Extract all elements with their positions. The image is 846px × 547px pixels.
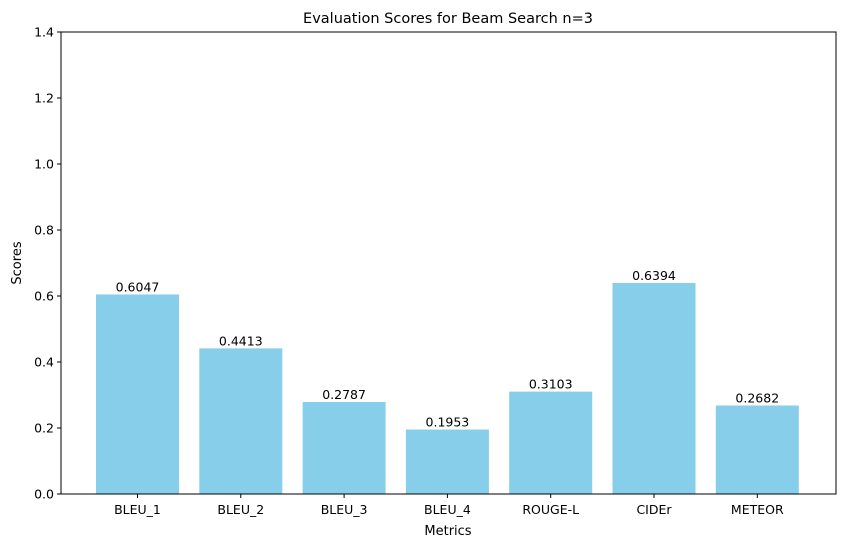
y-axis-label: Scores: [10, 241, 25, 284]
bar-bleu_1: [96, 294, 179, 494]
value-labels-group: 0.6047 0.4413 0.2787 0.1953 0.3103 0.6394 0.26…: [116, 268, 780, 430]
value-label: 0.2787: [322, 387, 366, 402]
value-label: 0.4413: [219, 333, 263, 348]
y-axis: 0.0 0.2 0.4 0.6 0.8 1.0 1.2 1.4: [34, 25, 61, 502]
bar-bleu_4: [405, 429, 489, 494]
plot-frame: [60, 31, 837, 495]
x-axis: BLEU_1 BLEU_2 BLEU_3 BLEU_4 ROUGE-L CIDEr METE…: [114, 494, 784, 517]
x-tick-label: BLEU_2: [217, 502, 264, 517]
chart-title: Evaluation Scores for Beam Search n=3: [303, 11, 593, 27]
bar-rouge-l: [509, 391, 593, 494]
y-tick-label: 1.0: [34, 157, 54, 172]
y-tick-label: 0.2: [34, 421, 54, 436]
value-label: 0.6047: [116, 279, 160, 294]
x-tick-label: BLEU_3: [321, 502, 368, 517]
bar-cider: [612, 282, 696, 494]
y-tick-label: 0.4: [34, 355, 54, 370]
y-tick-label: 1.2: [34, 91, 54, 106]
value-label: 0.1953: [426, 415, 470, 430]
y-tick-label: 1.4: [34, 25, 54, 40]
bar-meteor: [715, 405, 799, 494]
bar-bleu_2: [199, 348, 283, 494]
value-label: 0.6394: [632, 268, 676, 283]
value-label: 0.2682: [735, 390, 779, 405]
x-tick-label: CIDEr: [636, 502, 672, 517]
value-label: 0.3103: [529, 377, 573, 392]
bars-group: [96, 282, 799, 494]
x-tick-label: METEOR: [731, 502, 784, 517]
x-tick-label: BLEU_1: [114, 502, 161, 517]
y-tick-label: 0.6: [34, 289, 54, 304]
y-tick-label: 0.0: [34, 487, 54, 502]
y-tick-label: 0.8: [34, 223, 54, 238]
x-tick-label: ROUGE-L: [522, 502, 579, 517]
x-tick-label: BLEU_4: [424, 502, 471, 517]
bar-bleu_3: [302, 402, 386, 494]
x-axis-label: Metrics: [424, 524, 471, 539]
